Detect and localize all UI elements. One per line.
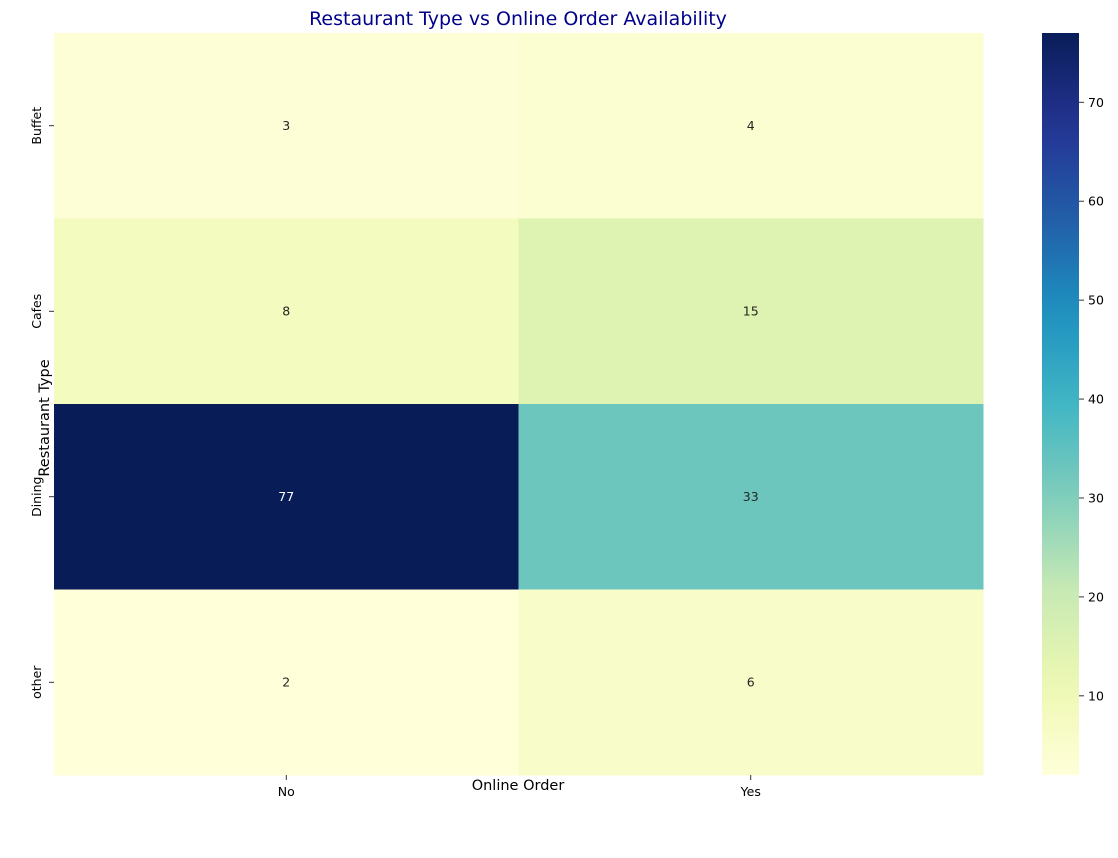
colorbar-tick-label: 60 (1088, 194, 1104, 209)
y-tick-label: other (29, 665, 44, 699)
heatmap-cell (54, 218, 519, 405)
y-tick-label: Buffet (29, 107, 44, 145)
cell-annotations: 3 4 8 15 77 33 2 6 (278, 118, 758, 690)
cell-value-label: 8 (282, 303, 290, 318)
colorbar-tick-label: 50 (1088, 293, 1104, 308)
colorbar-ticks: 10 20 30 40 50 60 70 (1079, 95, 1104, 703)
heatmap-cells (54, 33, 984, 776)
heatmap-cell (518, 404, 984, 590)
x-axis-label: Online Order (472, 778, 565, 794)
colorbar-tick-label: 70 (1088, 95, 1104, 110)
x-tick-label: Yes (740, 784, 761, 799)
y-axis-label: Restaurant Type (37, 359, 53, 476)
y-axis-ticks: Buffet Cafes Dining other (29, 107, 54, 699)
colorbar-tick-label: 10 (1088, 688, 1104, 703)
cell-value-label: 2 (282, 674, 290, 689)
colorbar-tick-label: 40 (1088, 392, 1104, 407)
heatmap-cell (54, 33, 519, 219)
cell-value-label: 4 (747, 118, 755, 133)
y-tick-label: Dining (29, 477, 44, 517)
cell-value-label: 77 (278, 489, 294, 504)
y-tick-label: Cafes (29, 294, 44, 329)
heatmap-cell (54, 404, 519, 590)
heatmap-cell (518, 589, 984, 776)
x-tick-label: No (278, 784, 295, 799)
colorbar-tick-label: 30 (1088, 490, 1104, 505)
cell-value-label: 33 (743, 489, 759, 504)
cell-value-label: 6 (747, 674, 755, 689)
colorbar-tick-label: 20 (1088, 589, 1104, 604)
heatmap-cell (518, 33, 984, 219)
x-axis-ticks: No Yes (278, 775, 761, 799)
colorbar (1042, 33, 1079, 775)
cell-value-label: 15 (743, 303, 759, 318)
heatmap-cell (54, 589, 519, 776)
heatmap-cell (518, 218, 984, 405)
chart-title: Restaurant Type vs Online Order Availabi… (309, 8, 727, 30)
cell-value-label: 3 (282, 118, 290, 133)
